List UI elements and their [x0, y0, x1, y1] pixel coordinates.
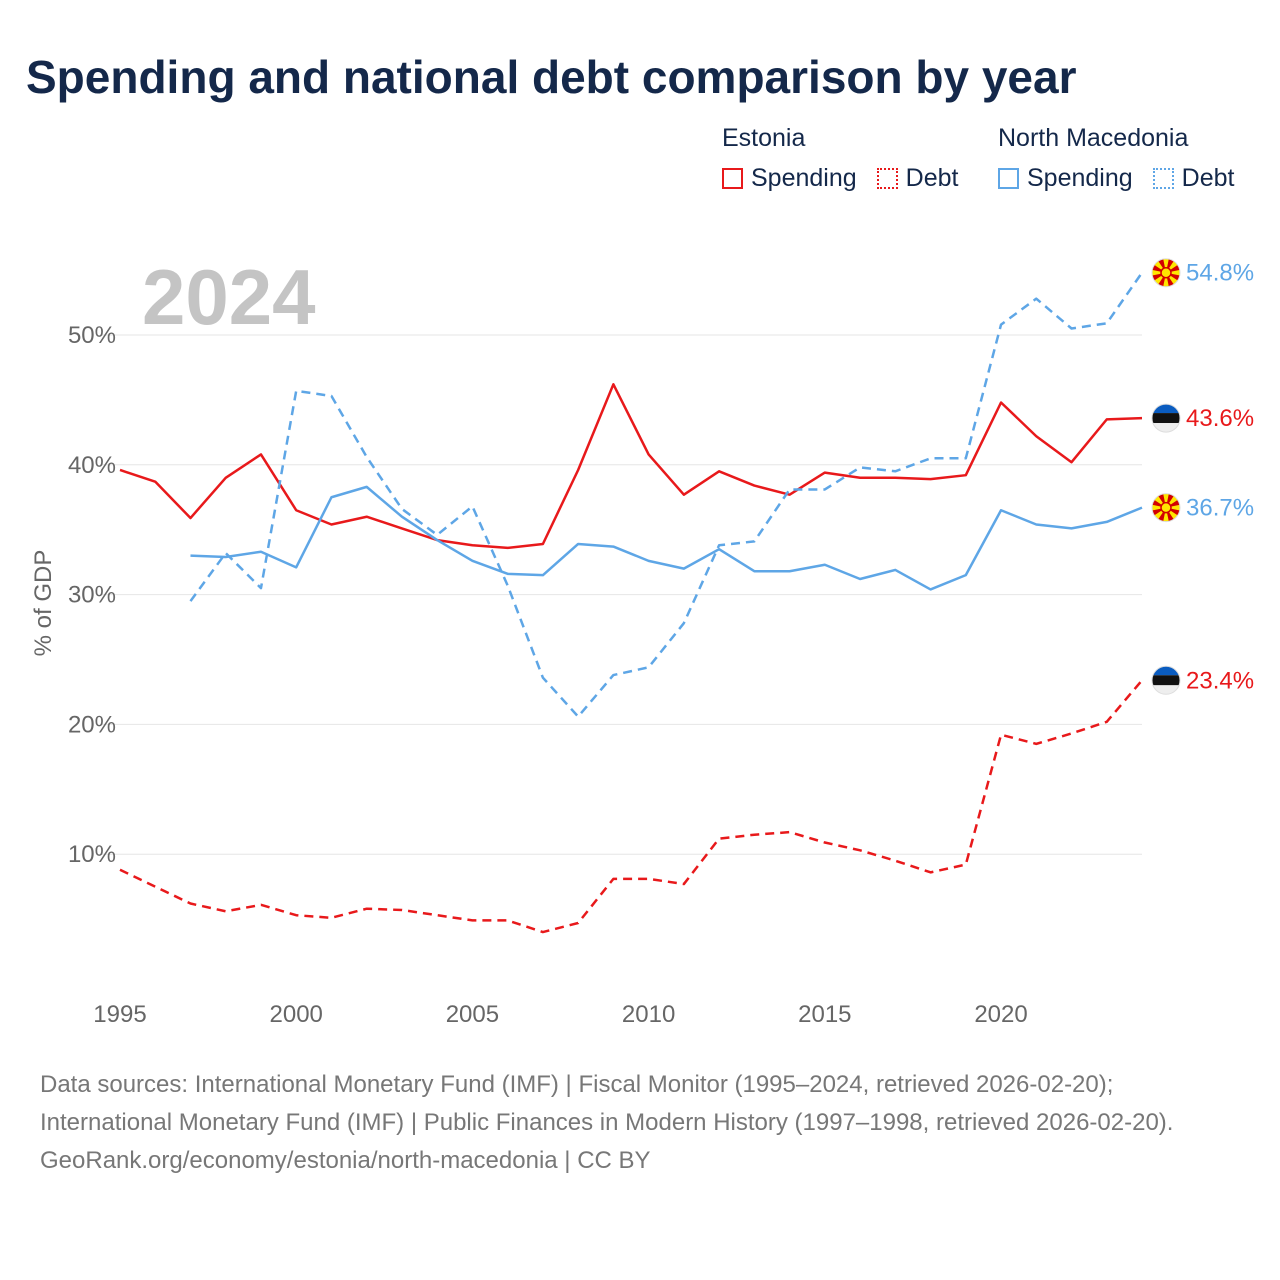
series-line-north-macedonia-debt — [189, 271, 1144, 718]
x-tick-label: 2005 — [446, 1001, 499, 1028]
y-tick-label: 50% — [68, 322, 116, 349]
series-line-estonia-spending — [119, 383, 1143, 550]
legend-estonia-debt[interactable]: Debt — [876, 164, 959, 193]
y-axis-title: % of GDP — [30, 550, 57, 657]
data-sources: Data sources: International Monetary Fun… — [40, 1071, 1174, 1136]
north-macedonia-flag-icon — [1151, 493, 1181, 523]
legend-estonia-debt-label: Debt — [905, 164, 959, 192]
y-tick-label: 20% — [68, 711, 116, 738]
legend-swatch-solid-icon — [998, 168, 1019, 189]
north-macedonia-flag-icon — [1151, 258, 1181, 288]
end-value-label-estonia-debt: 23.4% — [1186, 667, 1254, 694]
series-line-north-macedonia-spending — [190, 485, 1143, 591]
legend-estonia-spending-label: Spending — [751, 164, 857, 192]
x-tick-label: 2015 — [798, 1001, 851, 1028]
grid-layer — [100, 334, 1142, 855]
legend-swatch-solid-icon — [722, 168, 743, 189]
end-value-label-north-macedonia-debt: 54.8% — [1186, 260, 1254, 287]
page-title: Spending and national debt comparison by… — [26, 51, 1077, 103]
source-link[interactable]: GeoRank.org/economy/estonia/north-macedo… — [40, 1147, 651, 1174]
x-tick-label: 2020 — [974, 1001, 1027, 1028]
estonia-flag-icon — [1151, 403, 1181, 433]
x-tick-label: 2000 — [270, 1001, 323, 1028]
legend-estonia-spending[interactable]: Spending — [722, 164, 857, 193]
legend-north-macedonia-spending[interactable]: Spending — [998, 164, 1133, 193]
line-chart: 10%20%30%40%50%1995 2000 2005 2010 2015 2020 … — [30, 253, 1254, 1028]
axis-layer: 10% 20% 30% 40% 50% 1995 2000 2005 2010 2015 2020 — [68, 322, 1028, 1028]
footer: Data sources: International Monetary Fun… — [40, 1066, 1240, 1180]
legend-north-macedonia-debt-label: Debt — [1181, 164, 1235, 192]
end-value-label-estonia-spending: 43.6% — [1186, 405, 1254, 432]
estonia-flag-icon — [1151, 665, 1181, 695]
legend-swatch-dotted-icon — [1152, 168, 1174, 189]
legend-north-macedonia-spending-label: Spending — [1027, 164, 1133, 192]
series-line-estonia-debt — [119, 679, 1143, 934]
legend-north-macedonia: North Macedonia Spending Debt — [998, 124, 1234, 193]
legend-north-macedonia-debt[interactable]: Debt — [1152, 164, 1235, 193]
y-tick-label: 30% — [68, 582, 116, 609]
legend-estonia: Estonia Spending Debt — [722, 124, 958, 193]
current-year-label: 2024 — [142, 253, 316, 341]
legend-estonia-title: Estonia — [722, 124, 806, 152]
x-tick-label: 1995 — [93, 1001, 146, 1028]
legend-swatch-dotted-icon — [876, 168, 898, 189]
y-tick-label: 40% — [68, 452, 116, 479]
end-value-label-north-macedonia-spending: 36.7% — [1186, 495, 1254, 522]
legend-north-macedonia-title: North Macedonia — [998, 124, 1189, 152]
series-layer — [119, 271, 1144, 934]
y-tick-label: 10% — [68, 841, 116, 868]
marker-layer: 43.6% 23.4% 36.7% 54.8% — [1151, 258, 1254, 695]
x-tick-label: 2010 — [622, 1001, 675, 1028]
